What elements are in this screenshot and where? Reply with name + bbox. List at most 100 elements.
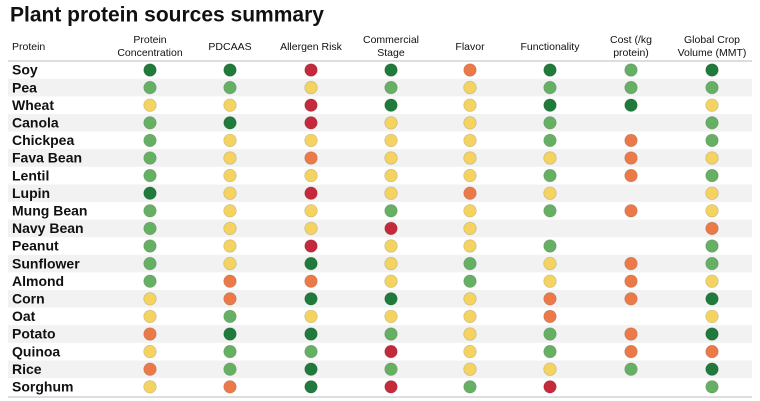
rating-dot bbox=[304, 204, 318, 218]
rating-dot bbox=[543, 133, 557, 148]
row-band bbox=[8, 149, 752, 167]
rating-dot bbox=[543, 151, 557, 165]
rating-dot bbox=[543, 63, 557, 77]
row-label: Peanut bbox=[12, 238, 59, 254]
row-label: Quinoa bbox=[12, 343, 60, 359]
row-label: Soy bbox=[12, 62, 38, 78]
rating-dot bbox=[384, 309, 398, 324]
rating-dot bbox=[223, 309, 237, 324]
rating-dot bbox=[624, 292, 638, 306]
row-band bbox=[8, 360, 752, 378]
row-band bbox=[8, 219, 752, 238]
rating-dot bbox=[624, 256, 638, 271]
rating-dot bbox=[223, 362, 237, 376]
row-band bbox=[8, 254, 752, 273]
column-header: Global Crop bbox=[684, 34, 740, 46]
rating-dot bbox=[223, 292, 237, 306]
rating-dot bbox=[705, 116, 719, 130]
rating-dot bbox=[143, 362, 157, 376]
rating-dot bbox=[143, 204, 157, 218]
rating-dot bbox=[543, 362, 557, 376]
rating-dot bbox=[705, 151, 719, 165]
row-band bbox=[8, 78, 752, 97]
rating-dot bbox=[705, 274, 719, 288]
rating-dot bbox=[384, 380, 398, 394]
rating-dot bbox=[543, 309, 557, 324]
rating-dot bbox=[384, 80, 398, 95]
rating-dot bbox=[463, 239, 477, 253]
rating-dot bbox=[304, 168, 318, 183]
rating-dot bbox=[304, 116, 318, 130]
rating-dot bbox=[463, 186, 477, 200]
rating-dot bbox=[543, 274, 557, 288]
rating-dot bbox=[705, 186, 719, 200]
rating-dot bbox=[223, 239, 237, 253]
rating-dot bbox=[705, 239, 719, 253]
rating-dot bbox=[143, 63, 157, 77]
rating-dot bbox=[304, 344, 318, 359]
rating-dot bbox=[463, 256, 477, 271]
rating-dot bbox=[384, 292, 398, 306]
rating-dot bbox=[705, 327, 719, 341]
rating-dot bbox=[143, 239, 157, 253]
rating-dot bbox=[463, 116, 477, 130]
rating-dot bbox=[705, 221, 719, 236]
row-label: Rice bbox=[12, 361, 42, 377]
rating-dot bbox=[624, 204, 638, 218]
column-header: Stage bbox=[377, 47, 405, 59]
rating-dot bbox=[543, 292, 557, 306]
row-label: Canola bbox=[12, 115, 59, 131]
rating-dot bbox=[304, 151, 318, 165]
rating-dot bbox=[143, 168, 157, 183]
rating-dot bbox=[543, 239, 557, 253]
rating-dot bbox=[143, 292, 157, 306]
row-label: Potato bbox=[12, 326, 56, 342]
rating-dot bbox=[304, 380, 318, 394]
rating-dot bbox=[384, 98, 398, 112]
page-title: Plant protein sources summary bbox=[10, 4, 324, 27]
rating-dot bbox=[384, 344, 398, 359]
row-label: Lentil bbox=[12, 167, 49, 183]
row-header: Protein bbox=[12, 41, 45, 53]
column-header: Functionality bbox=[521, 41, 581, 53]
rating-dot bbox=[304, 63, 318, 77]
rating-dot bbox=[384, 133, 398, 148]
row-label: Chickpea bbox=[12, 132, 74, 148]
rating-dot bbox=[384, 221, 398, 236]
rating-dot bbox=[463, 292, 477, 306]
rating-dot bbox=[543, 98, 557, 112]
rating-dot bbox=[304, 256, 318, 271]
rating-dot bbox=[624, 344, 638, 359]
rating-dot bbox=[705, 380, 719, 394]
column-header: Commercial bbox=[363, 34, 419, 46]
row-band bbox=[8, 114, 752, 132]
rating-dot bbox=[384, 239, 398, 253]
rating-dot bbox=[705, 133, 719, 148]
rating-dot bbox=[143, 80, 157, 95]
rating-dot bbox=[223, 204, 237, 218]
rating-dot bbox=[463, 221, 477, 236]
row-band bbox=[8, 184, 752, 202]
rating-dot bbox=[143, 380, 157, 394]
rating-dot bbox=[463, 63, 477, 77]
rating-dot bbox=[223, 221, 237, 236]
rating-dot bbox=[705, 344, 719, 359]
rating-dot bbox=[624, 63, 638, 77]
row-label: Pea bbox=[12, 79, 37, 95]
row-label: Oat bbox=[12, 308, 36, 324]
row-label: Sorghum bbox=[12, 379, 73, 395]
rating-dot bbox=[304, 327, 318, 341]
rating-dot bbox=[705, 168, 719, 183]
rating-dot bbox=[624, 80, 638, 95]
rating-dot bbox=[543, 168, 557, 183]
rating-dot bbox=[624, 151, 638, 165]
rating-dot bbox=[384, 204, 398, 218]
rating-dot bbox=[384, 256, 398, 271]
row-label: Mung Bean bbox=[12, 203, 87, 219]
rating-dot bbox=[463, 327, 477, 341]
rating-dot bbox=[143, 151, 157, 165]
rating-dot bbox=[223, 80, 237, 95]
rating-dot bbox=[543, 256, 557, 271]
rating-dot bbox=[223, 186, 237, 200]
rating-dot bbox=[624, 274, 638, 288]
